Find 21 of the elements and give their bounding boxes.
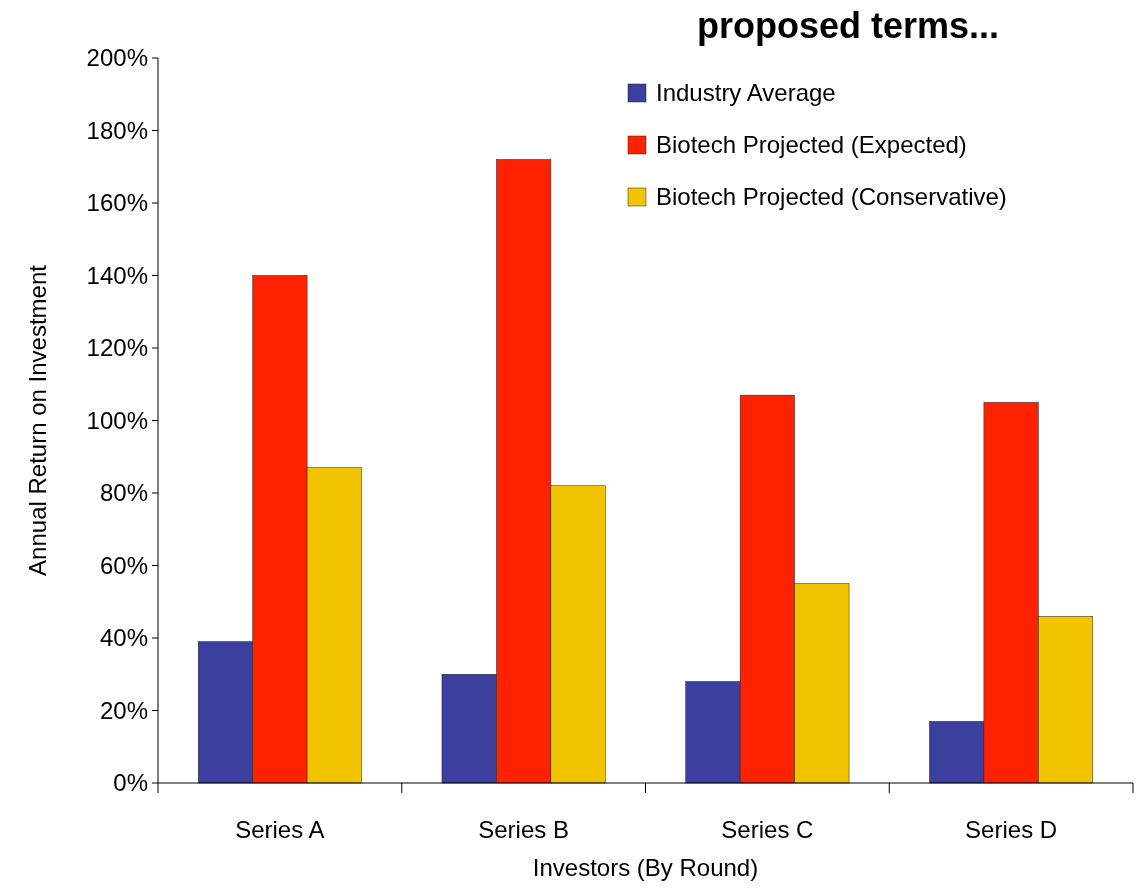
legend-label: Industry Average	[656, 79, 836, 107]
y-tick-label: 40%	[99, 624, 148, 652]
chart-title: proposed terms...	[696, 5, 1000, 46]
y-tick-label: 20%	[99, 696, 148, 724]
legend-label: Biotech Projected (Expected)	[656, 131, 967, 159]
x-tick-label: Series C	[721, 816, 814, 843]
y-tick-label: 200%	[86, 44, 148, 72]
y-tick-label: 140%	[86, 261, 148, 289]
x-tick-label: Series D	[965, 816, 1058, 843]
x-tick-label: Series B	[478, 816, 569, 843]
y-tick-label: 0%	[113, 769, 148, 797]
x-axis-title: Investors (By Round)	[532, 854, 759, 881]
y-tick-label: 60%	[99, 551, 148, 579]
y-tick-label: 120%	[86, 334, 148, 362]
legend-label: Biotech Projected (Conservative)	[656, 183, 1007, 211]
y-axis-title: Annual Return on Investment	[24, 264, 51, 576]
y-tick-label: 80%	[99, 479, 148, 507]
y-tick-label: 100%	[86, 406, 148, 434]
y-tick-label: 180%	[86, 116, 148, 144]
x-tick-label: Series A	[235, 816, 325, 843]
y-tick-label: 160%	[86, 189, 148, 217]
